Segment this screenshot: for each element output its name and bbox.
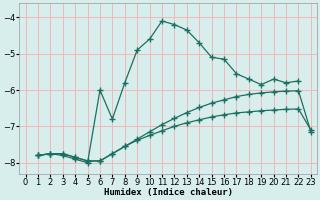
- X-axis label: Humidex (Indice chaleur): Humidex (Indice chaleur): [104, 188, 233, 197]
